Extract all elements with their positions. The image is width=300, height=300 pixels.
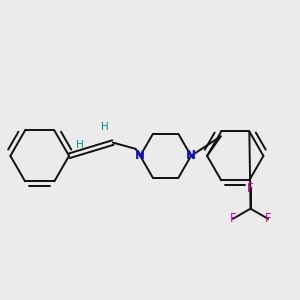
Text: N: N (135, 149, 145, 162)
Text: F: F (265, 212, 272, 225)
Text: N: N (186, 149, 196, 162)
Text: F: F (247, 182, 254, 195)
Text: H: H (76, 140, 84, 150)
Text: F: F (230, 212, 236, 225)
Text: H: H (101, 122, 109, 132)
